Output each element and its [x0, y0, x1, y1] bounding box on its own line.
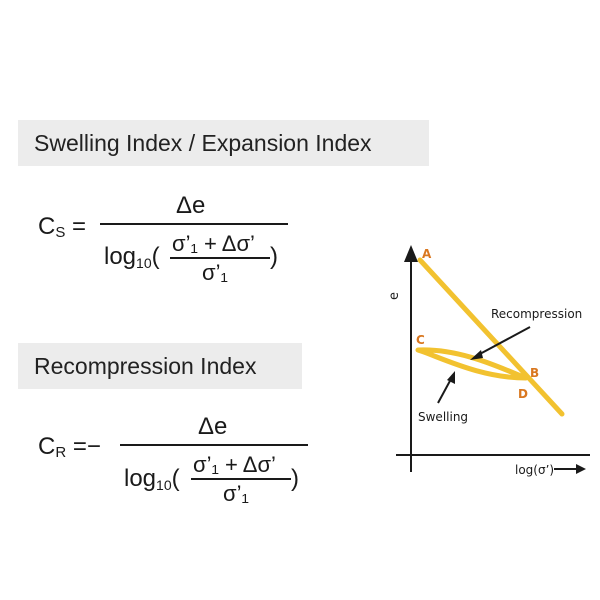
- x-axis-label: log(σ’): [515, 463, 554, 477]
- cs-inner-numerator: σ’₁ + Δσ’: [172, 231, 255, 256]
- recompression-pointer: [477, 326, 531, 356]
- cr-inner-numerator: σ’₁ + Δσ’: [193, 452, 276, 477]
- cs-fraction-bar: [100, 223, 288, 225]
- cs-symbol: C: [38, 213, 56, 240]
- cs-subscript: S: [55, 224, 66, 241]
- swelling-pointer: [437, 378, 452, 404]
- y-axis-arrowhead: [404, 245, 418, 262]
- recompression-pointer-head: [470, 350, 483, 360]
- cs-inner-fraction-bar: [170, 257, 270, 259]
- point-a-label: A: [422, 247, 432, 261]
- point-d-label: D: [518, 387, 528, 401]
- cr-subscript: R: [55, 444, 67, 461]
- cr-inner-fraction-bar: [191, 478, 291, 480]
- swelling-index-heading: Swelling Index / Expansion Index: [18, 120, 429, 166]
- swelling-pointer-head: [447, 371, 455, 384]
- swelling-label: Swelling: [418, 410, 468, 424]
- swelling-index-lhs: CS =: [38, 213, 86, 241]
- cr-equals: =−: [72, 433, 101, 460]
- recompression-index-heading: Recompression Index: [18, 343, 302, 389]
- y-axis-label: e: [390, 292, 402, 300]
- virgin-compression-line: [417, 257, 565, 417]
- e-log-sigma-diagram: e log(σ’) A C B D Recompression Swelling: [390, 245, 590, 477]
- point-c-label: C: [416, 333, 425, 347]
- cs-equals: =: [72, 213, 87, 240]
- cr-den-log: log10(: [124, 465, 180, 493]
- cr-symbol: C: [38, 433, 56, 460]
- cs-inner-denominator: σ’₁: [202, 260, 228, 285]
- x-label-arrowhead: [576, 464, 586, 474]
- cr-numerator: Δe: [198, 413, 228, 440]
- cr-fraction-bar: [120, 444, 308, 446]
- cr-den-close: ): [291, 465, 299, 492]
- point-b-label: B: [530, 366, 539, 380]
- cs-den-log: log10(: [104, 243, 160, 271]
- cs-numerator: Δe: [176, 192, 206, 219]
- swelling-recompression-loop: [415, 347, 529, 381]
- cs-den-close: ): [270, 243, 278, 270]
- cr-inner-denominator: σ’₁: [223, 481, 249, 506]
- recompression-label: Recompression: [491, 307, 582, 321]
- recompression-index-lhs: CR =−: [38, 433, 101, 461]
